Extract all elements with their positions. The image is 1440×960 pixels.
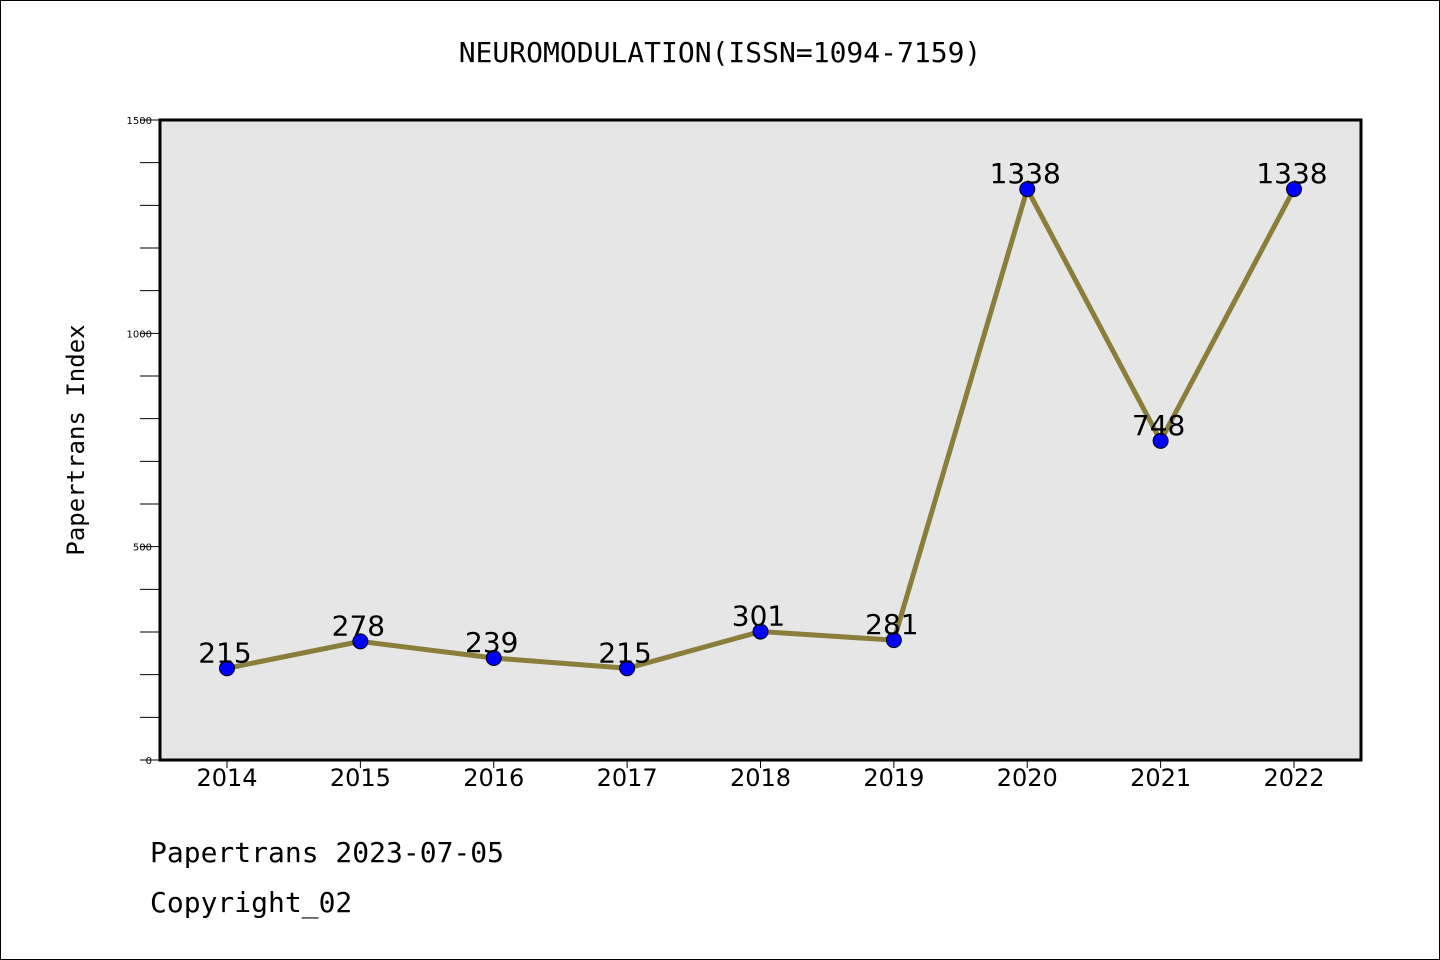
x-tick-label: 2020 [997, 764, 1058, 792]
y-tick-label: 500 [133, 543, 152, 554]
y-tick-label: 1000 [127, 329, 152, 340]
chart-title: NEUROMODULATION(ISSN=1094-7159) [458, 36, 982, 69]
x-tick-label: 2021 [1130, 764, 1191, 792]
data-point [1286, 181, 1302, 198]
data-label: 239 [465, 626, 518, 659]
data-point [1152, 432, 1169, 449]
data-label: 215 [198, 636, 251, 669]
data-label: 748 [1132, 409, 1185, 442]
x-tick-label: 2017 [597, 764, 658, 792]
x-tick-label: 2018 [730, 764, 791, 792]
data-label: 1338 [1256, 157, 1327, 190]
data-point [1019, 181, 1036, 198]
x-tick-label: 2014 [196, 764, 257, 792]
footer-copyright: Copyright_02 [150, 886, 353, 919]
data-point [885, 632, 902, 649]
footer-date: Papertrans 2023-07-05 [150, 836, 505, 869]
data-label: 281 [865, 608, 918, 641]
y-axis-label: Papertrans Index [62, 324, 90, 555]
x-tick-label: 2019 [863, 764, 924, 792]
data-label: 278 [332, 609, 385, 642]
y-tick-label: 1500 [127, 116, 152, 127]
y-tick-label: 0 [146, 756, 152, 767]
data-label: 215 [598, 636, 651, 669]
data-point [352, 633, 369, 650]
x-tick-label: 2016 [463, 764, 524, 792]
data-label: 1338 [990, 157, 1061, 190]
x-tick-label: 2015 [330, 764, 391, 792]
data-point [485, 650, 502, 667]
data-point [219, 660, 235, 677]
data-point [619, 660, 636, 677]
data-point [752, 623, 769, 640]
data-label: 301 [732, 600, 785, 633]
x-tick-label: 2022 [1263, 764, 1324, 792]
